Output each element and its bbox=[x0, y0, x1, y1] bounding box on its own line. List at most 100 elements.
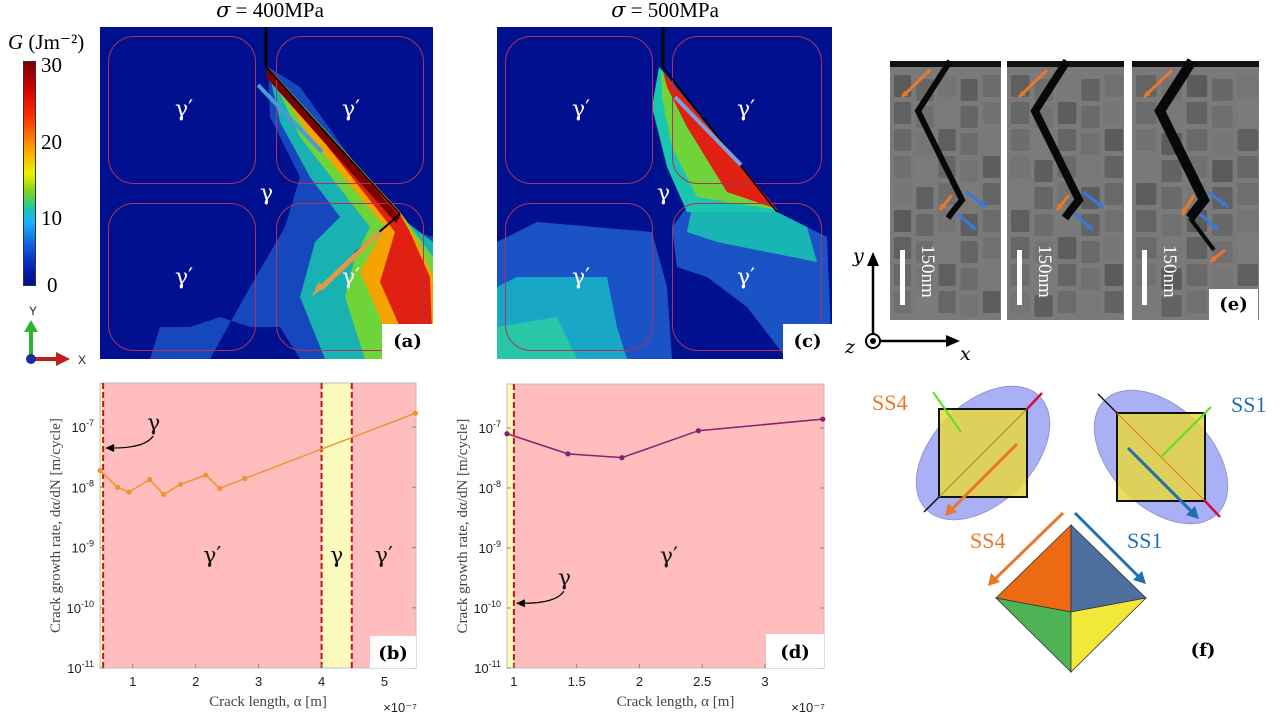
precipitate-cell bbox=[938, 264, 956, 286]
y-tick-label: 10-7 bbox=[72, 418, 94, 435]
precipitate-cell bbox=[938, 75, 956, 97]
scale-bar bbox=[1017, 250, 1022, 305]
region-label: γ′ bbox=[660, 544, 678, 569]
precipitate-cell bbox=[982, 156, 1000, 178]
precipitate-cell bbox=[1104, 156, 1123, 178]
panel-tag-d: (d) bbox=[780, 642, 810, 663]
ss4-octahedron-arrowhead bbox=[988, 573, 1000, 586]
precipitate-cell bbox=[938, 291, 956, 313]
normal-red bbox=[1026, 392, 1043, 410]
region-gamma_prime bbox=[103, 383, 322, 668]
precipitate-cell bbox=[1237, 183, 1258, 205]
precipitate-cell bbox=[982, 264, 1000, 286]
triad-y-arrowhead bbox=[24, 320, 38, 332]
precipitate-cell bbox=[1011, 129, 1030, 151]
data-point bbox=[203, 472, 209, 478]
precipitate-cell bbox=[1104, 210, 1123, 232]
panel-c-title: σ = 500MPa bbox=[580, 0, 750, 23]
ss4-arrow bbox=[1017, 68, 1049, 99]
colorbar-tick-30: 30 bbox=[41, 53, 62, 77]
precipitate-cell bbox=[894, 183, 912, 205]
ss4-arrow-head bbox=[1019, 90, 1026, 97]
precipitate-cell bbox=[916, 295, 934, 317]
x-multiplier: ×10⁻⁷ bbox=[791, 700, 825, 715]
crack bbox=[1030, 58, 1084, 221]
ss4-arrow-head bbox=[1144, 90, 1151, 97]
precipitate-top-right bbox=[276, 36, 424, 184]
crack-path bbox=[661, 27, 778, 213]
data-point bbox=[160, 491, 167, 498]
precipitate-cell bbox=[1034, 295, 1053, 317]
precipitate-cell bbox=[1057, 237, 1077, 259]
scale-bar bbox=[1142, 250, 1147, 305]
data-point bbox=[242, 475, 248, 482]
x-axis-label: Crack length, α [m] bbox=[617, 694, 735, 710]
ss4-arrow bbox=[318, 230, 382, 291]
colorbar-label: G (Jm⁻²) bbox=[8, 30, 84, 55]
y-tick-label: 10-10 bbox=[474, 599, 501, 616]
precipitate-cell bbox=[982, 183, 1000, 205]
ss1-arrow-head bbox=[1096, 200, 1103, 207]
precipitate-cell bbox=[982, 75, 1000, 97]
ss1-label-bottom: SS1 bbox=[1127, 528, 1163, 553]
colorbar bbox=[23, 61, 36, 286]
precipitate-bottom-right bbox=[276, 203, 424, 351]
annotation-arrowhead bbox=[515, 599, 525, 608]
data-point bbox=[504, 431, 510, 437]
ss4-label-top: SS4 bbox=[872, 390, 908, 415]
precipitate-cell bbox=[1212, 106, 1233, 128]
gamma-prime-label: γ′ bbox=[737, 97, 756, 122]
precipitate-cell bbox=[1161, 187, 1182, 209]
precipitate-cell bbox=[1011, 183, 1030, 205]
precipitate-cell bbox=[982, 237, 1000, 259]
chart-b-crack-growth-400mpa: γ′ γ γ′ 10-11 10-10 10-9 10-8 10-7 1 2 3 4 5 Crack le… bbox=[48, 382, 418, 715]
panel-a-stress: = 400MPa bbox=[230, 0, 324, 22]
x-tick-label: 3 bbox=[255, 674, 262, 689]
annotation-arrowhead bbox=[105, 443, 115, 452]
ss1-arrow-head bbox=[979, 200, 986, 207]
precipitate-cell bbox=[1136, 102, 1157, 124]
normal-green bbox=[1160, 406, 1212, 458]
precipitate-cell bbox=[1081, 268, 1100, 290]
xy-triad: Y X bbox=[24, 304, 86, 367]
x-tick-label: 4 bbox=[318, 674, 325, 689]
panel-tag-f: (f) bbox=[1190, 639, 1216, 661]
ss4-arrow bbox=[900, 68, 932, 99]
precipitate-cell bbox=[1081, 79, 1100, 101]
sigma-symbol: σ bbox=[216, 0, 231, 22]
ss4-arrow-head bbox=[1210, 255, 1217, 262]
gamma-prime-label: γ′ bbox=[342, 97, 361, 122]
triad-origin bbox=[26, 354, 36, 364]
precipitate-cell bbox=[1011, 156, 1030, 178]
x-tick-label: 2 bbox=[636, 674, 643, 689]
scale-bar bbox=[900, 250, 905, 305]
y-axis-label: Crack growth rate, dα/dN [m/cycle] bbox=[48, 418, 64, 633]
ss4-arrow bbox=[1142, 68, 1174, 99]
precipitate-cell bbox=[1104, 75, 1123, 97]
precipitate-cell bbox=[1186, 75, 1208, 97]
ss4-arrow-head bbox=[902, 90, 909, 97]
precipitate-cell bbox=[1081, 106, 1100, 128]
precipitate-cell bbox=[1104, 264, 1123, 286]
normal-black bbox=[1097, 393, 1118, 414]
precipitate-cell bbox=[1161, 268, 1182, 290]
ss1-arrow-head bbox=[1086, 223, 1093, 230]
panel-a-title: σ = 400MPa bbox=[185, 0, 355, 23]
data-point bbox=[217, 485, 223, 491]
precipitate-cell bbox=[916, 160, 934, 182]
x-tick-label: 2.5 bbox=[693, 674, 711, 689]
precipitate-cell bbox=[1237, 156, 1258, 178]
precipitate-cell bbox=[1081, 241, 1100, 263]
precipitate-cell bbox=[1186, 291, 1208, 313]
precipitate-cell bbox=[894, 210, 912, 232]
triad-x-arrowhead bbox=[56, 352, 70, 366]
sigma-symbol: σ bbox=[611, 0, 626, 22]
precipitate-cell bbox=[1186, 264, 1208, 286]
gamma-prime-label: γ′ bbox=[342, 265, 361, 290]
precipitate-cell bbox=[960, 106, 978, 128]
crack-extension bbox=[1188, 216, 1216, 252]
ss1-slip-arrowhead bbox=[1186, 506, 1199, 519]
precipitate-cell bbox=[1237, 102, 1258, 124]
gamma-prime-label: γ′ bbox=[175, 265, 194, 290]
